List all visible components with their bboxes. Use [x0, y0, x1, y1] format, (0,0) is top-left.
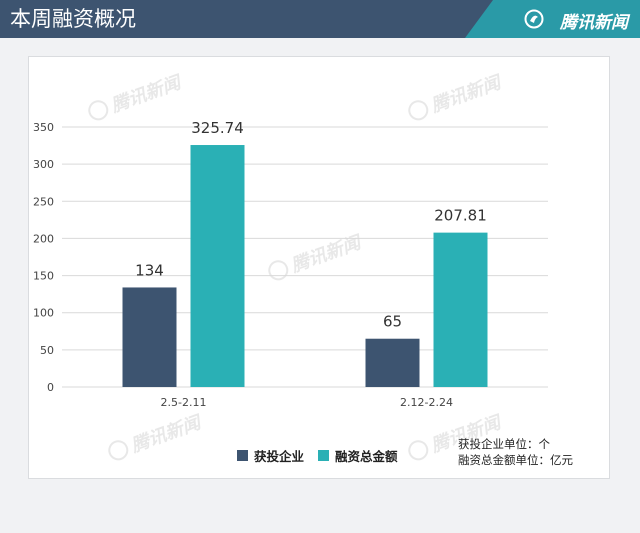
brand-name: 腾讯新闻: [560, 13, 628, 33]
watermark-logo-icon: [408, 440, 429, 461]
x-axis: 2.5-2.11 2.12-2.24: [161, 396, 453, 409]
legend: 获投企业 融资总金额: [237, 446, 412, 465]
y-tick-label: 250: [33, 195, 54, 208]
watermark-text: 腾讯新闻: [107, 71, 186, 117]
brand-area: 腾讯新闻: [465, 0, 640, 38]
watermark-2: 腾讯新闻: [408, 71, 506, 121]
bar: [190, 145, 245, 387]
y-tick-label: 350: [33, 121, 54, 134]
units-note-amount: 融资总金额单位：亿元: [458, 453, 573, 467]
bar: [122, 287, 177, 387]
y-tick-label: 100: [33, 307, 54, 320]
watermark-1: 腾讯新闻: [88, 71, 186, 121]
x-tick-label: 2.5-2.11: [161, 396, 207, 409]
legend-item-companies: 获投企业: [237, 446, 304, 465]
data-label: 325.74: [191, 119, 244, 137]
bars: [122, 145, 488, 387]
legend-item-amount: 融资总金额: [318, 446, 398, 465]
page-title: 本周融资概况: [10, 7, 136, 31]
y-axis: 0 50 100 150 200 250 300 350: [33, 121, 54, 394]
y-tick-label: 0: [47, 381, 54, 394]
data-label: 134: [135, 261, 164, 279]
legend-label-amount: 融资总金额: [335, 449, 398, 464]
x-tick-label: 2.12-2.24: [400, 396, 453, 409]
watermark-logo-icon: [268, 260, 289, 281]
watermark-logo-icon: [88, 100, 109, 121]
watermark-logo-icon: [108, 440, 129, 461]
units-note-companies: 获投企业单位：个: [458, 437, 550, 451]
watermark-3: 腾讯新闻: [268, 231, 366, 281]
legend-label-companies: 获投企业: [254, 449, 305, 464]
legend-swatch-amount: [318, 450, 330, 461]
brand-logo-icon: [524, 9, 544, 29]
watermark-text: 腾讯新闻: [427, 71, 506, 117]
y-tick-label: 50: [40, 344, 54, 357]
bar: [365, 338, 420, 387]
data-label: 65: [383, 313, 402, 331]
watermark-text: 腾讯新闻: [127, 411, 206, 457]
y-tick-label: 150: [33, 270, 54, 283]
data-labels: 134 325.74 65 207.81: [135, 119, 487, 331]
watermark-4: 腾讯新闻: [108, 411, 206, 461]
y-tick-label: 300: [33, 158, 54, 171]
watermark-logo-icon: [408, 100, 429, 121]
header-bar: 本周融资概况 腾讯新闻: [0, 0, 640, 38]
y-tick-label: 200: [33, 232, 54, 245]
legend-swatch-companies: [237, 450, 248, 461]
bar: [433, 232, 488, 387]
units-note: 获投企业单位：个 融资总金额单位：亿元: [458, 436, 573, 468]
data-label: 207.81: [434, 207, 487, 225]
